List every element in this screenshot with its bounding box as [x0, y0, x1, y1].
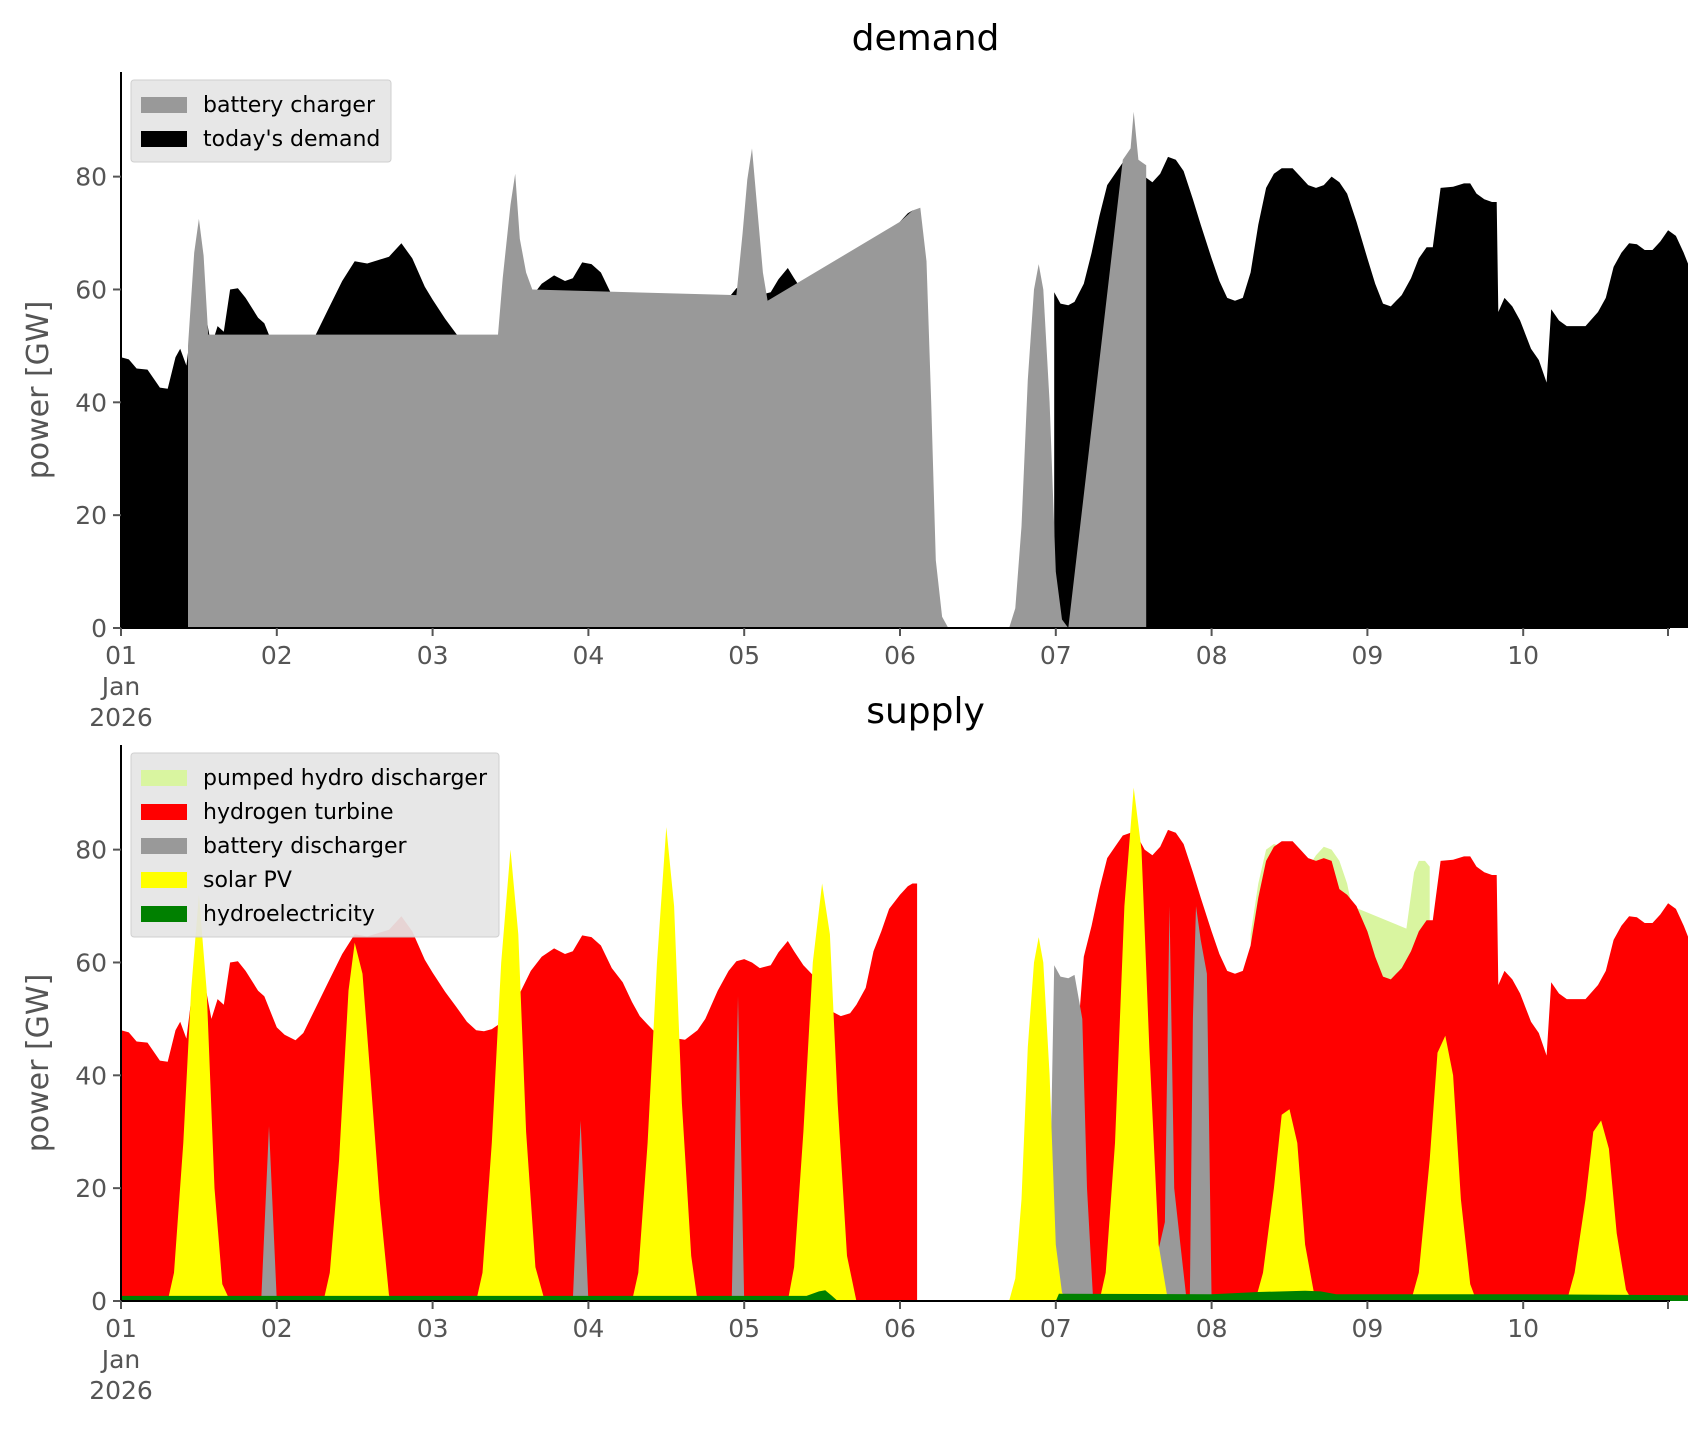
chart-title: supply — [866, 691, 985, 732]
y-tick-label: 60 — [75, 948, 107, 977]
y-axis-label: power [GW] — [21, 974, 56, 1153]
x-tick-label: 01 — [105, 1314, 137, 1343]
x-tick-label: 06 — [884, 641, 916, 670]
x-tick-label: 05 — [728, 1314, 760, 1343]
x-tick-label: 2026 — [89, 1376, 153, 1405]
legend: battery charger today's demand — [130, 79, 392, 163]
y-tick-label: 80 — [75, 163, 107, 192]
legend-label: solar PV — [203, 868, 292, 893]
legend-swatch — [141, 770, 187, 786]
series-area-hydroelectricity — [121, 1290, 1688, 1301]
legend-label: battery discharger — [203, 834, 408, 859]
x-tick-label: 10 — [1507, 1314, 1539, 1343]
x-tick-label: 03 — [417, 1314, 449, 1343]
legend-swatch — [141, 131, 187, 147]
x-tick-label: 02 — [261, 1314, 293, 1343]
y-tick-label: 80 — [75, 836, 107, 865]
x-tick-label: Jan — [100, 1345, 141, 1374]
x-tick-label: 05 — [728, 641, 760, 670]
y-tick-label: 20 — [75, 1174, 107, 1203]
x-tick-label: 2026 — [89, 703, 153, 732]
legend-label: hydrogen turbine — [203, 800, 394, 825]
x-tick-label: Jan — [100, 672, 141, 701]
legend-swatch — [141, 804, 187, 820]
y-tick-label: 20 — [75, 501, 107, 530]
x-tick-label: 08 — [1196, 1314, 1228, 1343]
series-area-battery-discharger — [261, 906, 1212, 1301]
x-tick-label: 09 — [1351, 1314, 1383, 1343]
x-tick-label: 03 — [417, 641, 449, 670]
x-tick-label: 08 — [1196, 641, 1228, 670]
x-tick-label: 04 — [572, 1314, 604, 1343]
x-tick-label: 09 — [1351, 641, 1383, 670]
y-tick-label: 40 — [75, 388, 107, 417]
legend-box — [130, 79, 392, 163]
x-tick-label: 06 — [884, 1314, 916, 1343]
legend-swatch — [141, 838, 187, 854]
legend-label: pumped hydro discharger — [203, 766, 488, 791]
chart-title: demand — [852, 18, 1000, 59]
y-axis-label: power [GW] — [21, 301, 56, 480]
x-tick-label: 07 — [1040, 1314, 1072, 1343]
x-tick-label: 02 — [261, 641, 293, 670]
legend-swatch — [141, 872, 187, 888]
legend: pumped hydro discharger hydrogen turbine b… — [130, 752, 500, 938]
series-area-battery-charger — [188, 111, 1147, 628]
y-tick-label: 0 — [91, 1287, 107, 1316]
x-tick-label: 01 — [105, 641, 137, 670]
legend-label: battery charger — [203, 93, 376, 118]
series-group — [121, 111, 1688, 628]
x-tick-label: 07 — [1040, 641, 1072, 670]
y-tick-label: 0 — [91, 614, 107, 643]
legend-label: hydroelectricity — [203, 902, 375, 927]
series-group — [121, 787, 1688, 1301]
x-tick-label: 04 — [572, 641, 604, 670]
x-tick-label: 10 — [1507, 641, 1539, 670]
y-tick-label: 60 — [75, 275, 107, 304]
legend-label: today's demand — [203, 127, 380, 152]
y-tick-label: 40 — [75, 1061, 107, 1090]
legend-swatch — [141, 906, 187, 922]
legend-swatch — [141, 97, 187, 113]
legend-box — [130, 752, 500, 938]
